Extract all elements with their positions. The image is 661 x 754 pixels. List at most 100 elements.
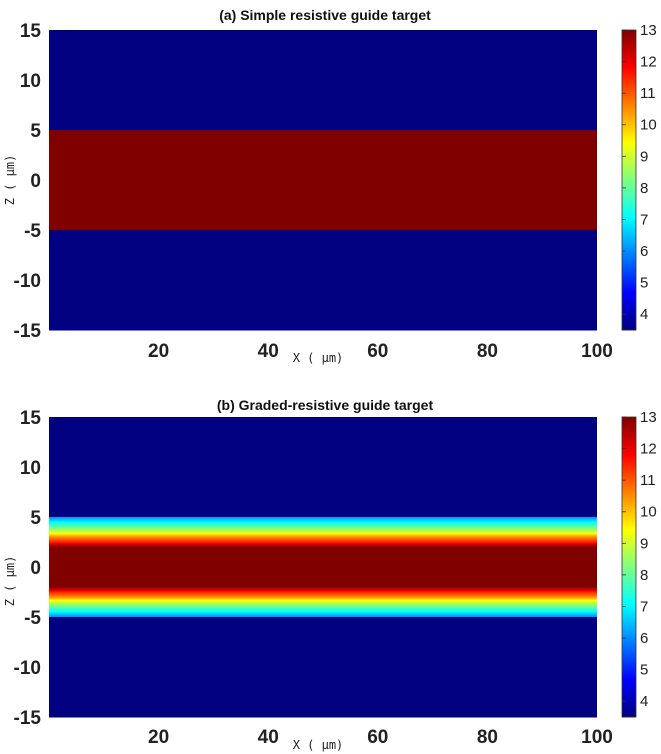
colorbar-tick-label: 7 [640, 211, 648, 228]
colorbar-segment [622, 657, 636, 660]
heatmap-row [49, 620, 597, 622]
heatmap-row [49, 516, 597, 518]
heatmap-row [49, 179, 597, 181]
heatmap-row [49, 694, 597, 696]
heatmap-row [49, 140, 597, 142]
heatmap-row [49, 454, 597, 456]
heatmap-row [49, 426, 597, 428]
heatmap-row [49, 261, 597, 263]
heatmap-row [49, 667, 597, 669]
heatmap-row [49, 551, 597, 553]
colorbar-segment [622, 310, 636, 313]
heatmap-row [49, 126, 597, 128]
chart-a-ylabel: Z ( μm) [3, 155, 17, 206]
heatmap-row [49, 115, 597, 117]
colorbar-segment [622, 453, 636, 456]
heatmap-row [49, 229, 597, 231]
heatmap-row [49, 192, 597, 194]
heatmap-row [49, 705, 597, 707]
heatmap-row [49, 664, 597, 666]
heatmap-row [49, 328, 597, 330]
colorbar-segment [622, 539, 636, 542]
heatmap-row [49, 560, 597, 562]
heatmap-row [49, 646, 597, 648]
heatmap-row [49, 177, 597, 179]
heatmap-row [49, 74, 597, 76]
heatmap-row [49, 235, 597, 237]
colorbar-segment [622, 74, 636, 77]
colorbar-frame [621, 416, 637, 718]
heatmap-row [49, 491, 597, 493]
heatmap-row [49, 139, 597, 141]
colorbar-segment [622, 150, 636, 153]
x-tick-label: 60 [367, 727, 388, 748]
heatmap-row [49, 691, 597, 693]
heatmap-row [49, 220, 597, 222]
heatmap-row [49, 463, 597, 465]
heatmap-row [49, 189, 597, 191]
heatmap-row [49, 504, 597, 506]
chart-b-plot-area [49, 417, 597, 718]
heatmap-row [49, 93, 597, 95]
heatmap-row [49, 662, 597, 664]
heatmap-row [49, 555, 597, 557]
colorbar-segment [622, 495, 636, 498]
heatmap-row [49, 277, 597, 279]
heatmap-row [49, 559, 597, 561]
heatmap-row [49, 223, 597, 225]
heatmap-row [49, 636, 597, 638]
colorbar-segment [622, 140, 636, 143]
heatmap-row [49, 553, 597, 555]
heatmap-row [49, 105, 597, 107]
x-tick-label: 20 [148, 727, 169, 748]
heatmap-row [49, 128, 597, 130]
colorbar-segment [622, 136, 636, 139]
heatmap-row [49, 210, 597, 212]
heatmap-row [49, 510, 597, 512]
heatmap-row [49, 654, 597, 656]
heatmap-row [49, 219, 597, 221]
heatmap-row [49, 262, 597, 264]
heatmap-row [49, 107, 597, 109]
colorbar-segment [622, 286, 636, 289]
heatmap-row [49, 509, 597, 511]
heatmap-row [49, 85, 597, 87]
heatmap-row [49, 635, 597, 637]
colorbar-segment [622, 615, 636, 618]
heatmap-row [49, 90, 597, 92]
colorbar-segment [622, 212, 636, 215]
colorbar-segment [622, 597, 636, 600]
heatmap-row [49, 465, 597, 467]
heatmap-row [49, 52, 597, 54]
heatmap-row [49, 547, 597, 549]
heatmap-row [49, 237, 597, 239]
heatmap-row [49, 313, 597, 315]
heatmap-row [49, 598, 597, 600]
chart-a-svg: (a) Simple resistive guide target 15 10 5 0… [3, 7, 657, 365]
heatmap-row [49, 634, 597, 636]
heatmap-row [49, 489, 597, 491]
heatmap-row [49, 190, 597, 192]
chart-a-axes: 15 10 5 0 -5 -10 -15 20 40 60 80 100 [14, 21, 613, 362]
colorbar-segment [622, 565, 636, 568]
heatmap-row [49, 585, 597, 587]
heatmap-row [49, 422, 597, 424]
heatmap-row [49, 56, 597, 58]
y-tick-label: 0 [30, 558, 41, 579]
colorbar-segment [622, 170, 636, 173]
colorbar-segment [622, 563, 636, 566]
colorbar-segment [622, 248, 636, 251]
heatmap-row [49, 71, 597, 73]
heatmap-row [49, 168, 597, 170]
heatmap-row [49, 693, 597, 695]
colorbar-segment [622, 320, 636, 323]
heatmap-row [49, 53, 597, 55]
heatmap-row [49, 452, 597, 454]
colorbar-segment [622, 477, 636, 480]
colorbar-segment [622, 32, 636, 35]
y-tick-label: -10 [14, 658, 41, 679]
heatmap-row [49, 546, 597, 548]
colorbar-segment [622, 112, 636, 115]
heatmap-row [49, 88, 597, 90]
heatmap-row [49, 627, 597, 629]
